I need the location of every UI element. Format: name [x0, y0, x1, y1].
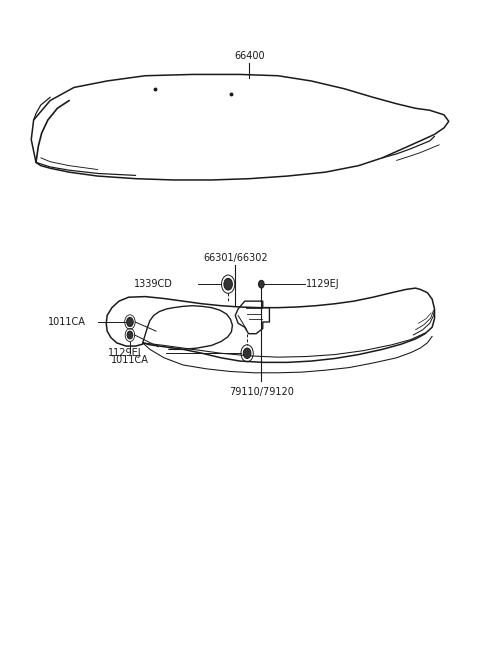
Circle shape [127, 331, 133, 339]
Text: 1011CA: 1011CA [111, 355, 149, 365]
Text: 1129EJ: 1129EJ [108, 348, 142, 358]
Text: 66301/66302: 66301/66302 [203, 254, 267, 263]
Text: 1011CA: 1011CA [48, 317, 86, 327]
Circle shape [127, 317, 133, 327]
Text: 79110/79120: 79110/79120 [229, 387, 294, 397]
Text: 1129EJ: 1129EJ [306, 279, 340, 289]
Circle shape [243, 348, 251, 359]
Circle shape [224, 279, 232, 290]
Text: 66400: 66400 [234, 51, 265, 61]
Circle shape [259, 281, 264, 288]
Text: 1339CD: 1339CD [134, 279, 173, 289]
